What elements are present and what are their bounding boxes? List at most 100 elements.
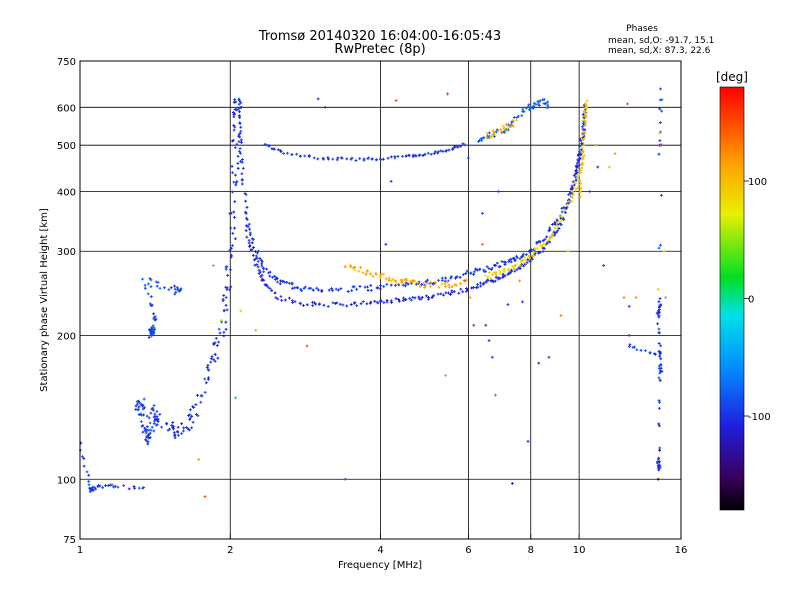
x-tick-label: 4: [377, 545, 383, 556]
data-point: [232, 180, 236, 184]
data-point: [526, 105, 530, 109]
data-point: [240, 182, 244, 186]
data-point: [240, 172, 244, 176]
data-point: [236, 166, 240, 170]
data-point: [496, 129, 500, 133]
data-point: [257, 268, 261, 272]
data-point: [479, 284, 483, 288]
data-point: [437, 285, 441, 289]
data-point: [518, 279, 522, 283]
data-point: [149, 411, 153, 415]
data-point: [594, 143, 598, 147]
data-point: [265, 267, 268, 271]
data-point: [239, 309, 243, 313]
data-point: [172, 431, 176, 434]
data-point: [466, 288, 469, 292]
data-point: [659, 87, 662, 91]
data-point: [506, 127, 510, 130]
data-point: [203, 377, 207, 381]
data-point: [279, 150, 283, 154]
data-point: [538, 240, 542, 243]
data-point: [369, 288, 373, 292]
data-point: [608, 165, 611, 169]
data-point: [401, 283, 405, 287]
data-point: [444, 285, 447, 289]
data-point: [173, 284, 176, 288]
data-point: [250, 241, 254, 245]
data-point: [91, 488, 95, 491]
data-point: [515, 116, 519, 119]
data-point: [404, 298, 407, 302]
y-axis-label: Stationary phase Virtual Height [km]: [39, 208, 50, 392]
data-point: [657, 152, 661, 156]
data-point: [305, 303, 309, 307]
data-point: [566, 249, 570, 253]
data-point: [353, 268, 357, 272]
data-point: [293, 300, 297, 304]
data-point: [373, 299, 377, 303]
data-point: [156, 281, 160, 284]
data-point: [273, 274, 277, 278]
data-point: [579, 152, 582, 156]
data-point: [300, 289, 304, 293]
data-point: [152, 326, 156, 330]
colorbar-tick-label: 100: [748, 177, 767, 188]
data-point: [174, 291, 178, 294]
data-point: [222, 308, 226, 312]
data-point: [141, 424, 145, 428]
data-point: [238, 147, 242, 150]
data-point: [385, 282, 389, 286]
data-point: [233, 112, 237, 116]
data-point: [239, 159, 243, 163]
data-point: [521, 254, 525, 258]
data-point: [453, 145, 456, 149]
data-point: [656, 322, 659, 326]
data-point: [379, 276, 382, 279]
data-point: [585, 99, 589, 103]
data-point: [254, 250, 257, 253]
data-point: [520, 262, 524, 266]
data-point: [148, 431, 152, 435]
data-point: [256, 265, 260, 269]
data-point: [149, 278, 153, 282]
data-point: [318, 303, 321, 306]
data-point: [334, 287, 338, 291]
data-point: [191, 420, 195, 424]
data-point: [231, 231, 235, 235]
data-point: [274, 296, 278, 300]
data-point: [567, 199, 571, 203]
data-point: [401, 278, 405, 282]
data-point: [240, 178, 244, 182]
data-point: [482, 270, 486, 273]
data-point: [559, 223, 563, 227]
data-point: [229, 246, 233, 250]
data-point: [213, 359, 217, 363]
data-point: [316, 157, 320, 161]
data-point: [413, 279, 416, 283]
data-point: [658, 107, 662, 111]
data-point: [472, 323, 476, 327]
data-point: [444, 276, 448, 280]
data-point: [449, 293, 452, 296]
data-point: [222, 294, 226, 297]
data-point: [433, 150, 437, 154]
data-point: [449, 275, 453, 279]
data-point: [234, 183, 238, 187]
data-point: [343, 265, 347, 268]
data-point: [353, 265, 357, 269]
data-point: [327, 288, 331, 292]
data-point: [524, 253, 528, 256]
data-point: [375, 300, 379, 304]
data-point: [469, 271, 473, 275]
data-point: [570, 199, 574, 203]
data-point: [572, 185, 576, 189]
data-point: [459, 282, 463, 285]
data-point: [394, 99, 398, 102]
data-point: [497, 190, 501, 193]
data-point: [152, 312, 155, 316]
data-point: [137, 486, 141, 490]
data-point: [581, 155, 585, 159]
data-point: [536, 99, 540, 103]
data-point: [237, 97, 241, 101]
data-point: [270, 289, 274, 292]
